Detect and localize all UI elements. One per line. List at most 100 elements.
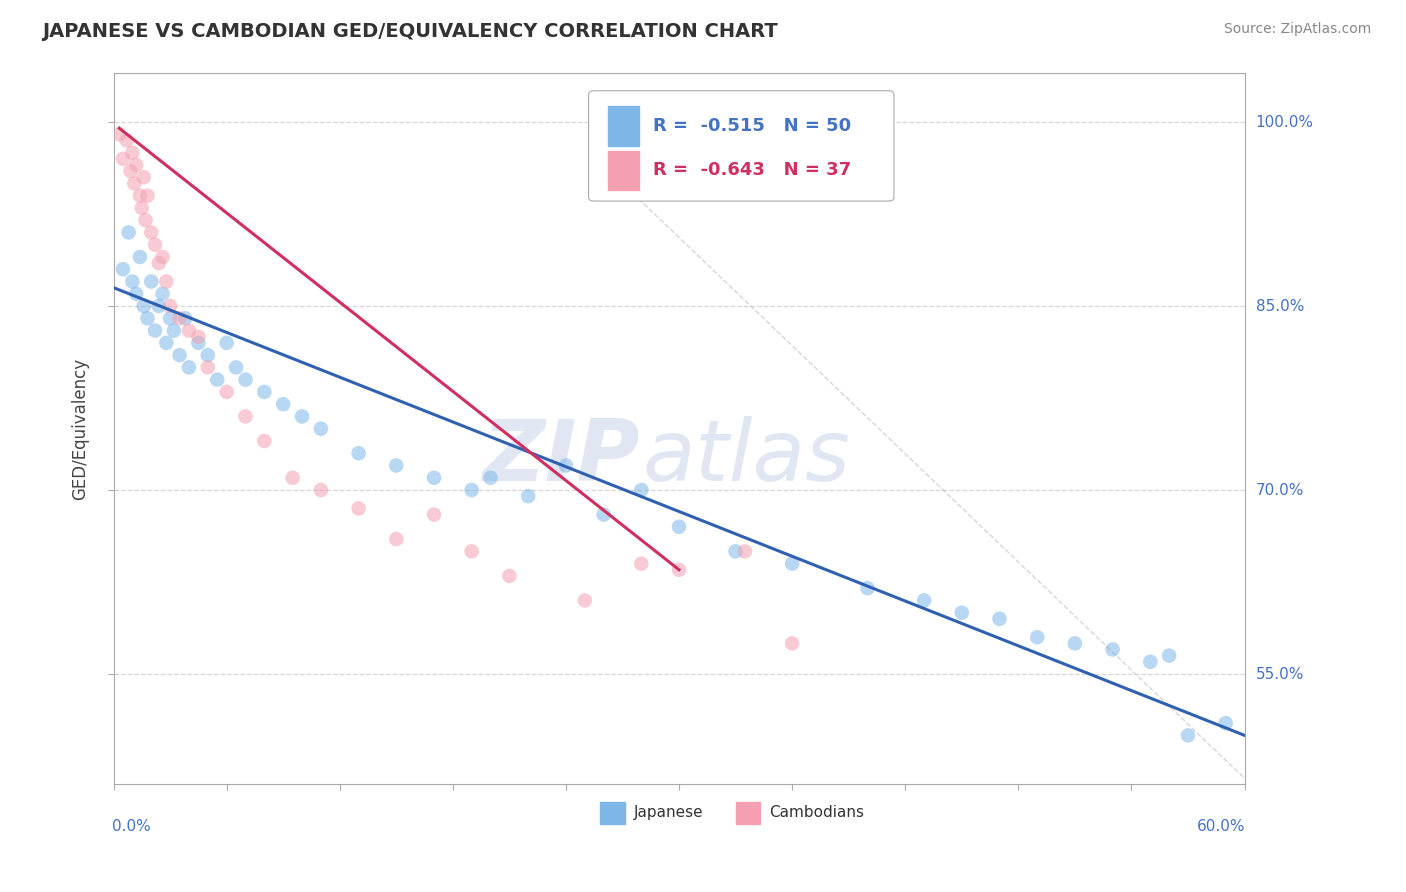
Point	[155, 275, 177, 289]
FancyBboxPatch shape	[607, 152, 640, 190]
Point	[174, 311, 197, 326]
Point	[215, 384, 238, 399]
Point	[117, 226, 139, 240]
Point	[856, 581, 879, 595]
Point	[152, 286, 174, 301]
Point	[125, 286, 148, 301]
Point	[734, 544, 756, 558]
Point	[177, 360, 200, 375]
Text: ZIP: ZIP	[482, 416, 640, 499]
Point	[108, 128, 131, 142]
Point	[517, 489, 540, 503]
Point	[423, 508, 446, 522]
Y-axis label: GED/Equivalency: GED/Equivalency	[72, 358, 89, 500]
Point	[111, 152, 134, 166]
Point	[630, 483, 652, 497]
Text: Cambodians: Cambodians	[769, 805, 865, 821]
Point	[555, 458, 578, 473]
Point	[136, 311, 159, 326]
Point	[1139, 655, 1161, 669]
Point	[1101, 642, 1123, 657]
Text: 60.0%: 60.0%	[1197, 819, 1246, 834]
FancyBboxPatch shape	[735, 802, 761, 823]
FancyBboxPatch shape	[589, 91, 894, 201]
Point	[215, 335, 238, 350]
Text: atlas: atlas	[643, 416, 851, 499]
Point	[135, 213, 157, 227]
Point	[780, 557, 803, 571]
Point	[988, 612, 1011, 626]
Point	[148, 299, 170, 313]
Point	[155, 335, 177, 350]
Point	[592, 508, 614, 522]
Text: Source: ZipAtlas.com: Source: ZipAtlas.com	[1223, 22, 1371, 37]
Point	[124, 177, 146, 191]
Point	[347, 501, 370, 516]
Point	[1026, 630, 1049, 644]
Point	[152, 250, 174, 264]
Point	[950, 606, 973, 620]
Point	[111, 262, 134, 277]
Point	[131, 201, 153, 215]
Point	[187, 335, 209, 350]
Point	[141, 275, 163, 289]
Point	[163, 324, 186, 338]
Point	[309, 422, 332, 436]
Point	[225, 360, 247, 375]
Point	[115, 133, 138, 147]
Point	[235, 409, 257, 424]
Point	[120, 164, 142, 178]
Point	[129, 250, 152, 264]
Point	[347, 446, 370, 460]
Point	[385, 532, 408, 546]
Point	[143, 324, 166, 338]
Point	[630, 557, 652, 571]
Point	[423, 471, 446, 485]
Point	[205, 373, 228, 387]
Point	[169, 348, 191, 362]
Text: R =  -0.515   N = 50: R = -0.515 N = 50	[652, 117, 851, 135]
Point	[281, 471, 304, 485]
Point	[197, 348, 219, 362]
Point	[121, 145, 143, 160]
Point	[668, 520, 690, 534]
Point	[136, 188, 159, 202]
Point	[132, 299, 155, 313]
Point	[1159, 648, 1181, 663]
Text: 55.0%: 55.0%	[1256, 666, 1303, 681]
Point	[1064, 636, 1087, 650]
Point	[169, 311, 191, 326]
Point	[141, 226, 163, 240]
Point	[125, 158, 148, 172]
Point	[148, 256, 170, 270]
Point	[197, 360, 219, 375]
Point	[253, 434, 276, 448]
Point	[479, 471, 502, 485]
Text: R =  -0.643   N = 37: R = -0.643 N = 37	[652, 161, 851, 179]
Point	[187, 329, 209, 343]
Text: 70.0%: 70.0%	[1256, 483, 1303, 498]
Point	[235, 373, 257, 387]
Point	[460, 483, 482, 497]
Point	[253, 384, 276, 399]
Point	[132, 170, 155, 185]
Point	[1215, 716, 1237, 731]
Point	[143, 237, 166, 252]
Point	[780, 636, 803, 650]
Point	[159, 299, 181, 313]
Point	[309, 483, 332, 497]
Text: Japanese: Japanese	[634, 805, 703, 821]
Point	[912, 593, 935, 607]
FancyBboxPatch shape	[607, 106, 640, 145]
Point	[271, 397, 294, 411]
Point	[668, 563, 690, 577]
Point	[159, 311, 181, 326]
Point	[177, 324, 200, 338]
Point	[1177, 728, 1199, 742]
Point	[460, 544, 482, 558]
Point	[574, 593, 596, 607]
Point	[121, 275, 143, 289]
Text: 100.0%: 100.0%	[1256, 114, 1313, 129]
Point	[385, 458, 408, 473]
Text: JAPANESE VS CAMBODIAN GED/EQUIVALENCY CORRELATION CHART: JAPANESE VS CAMBODIAN GED/EQUIVALENCY CO…	[42, 22, 778, 41]
